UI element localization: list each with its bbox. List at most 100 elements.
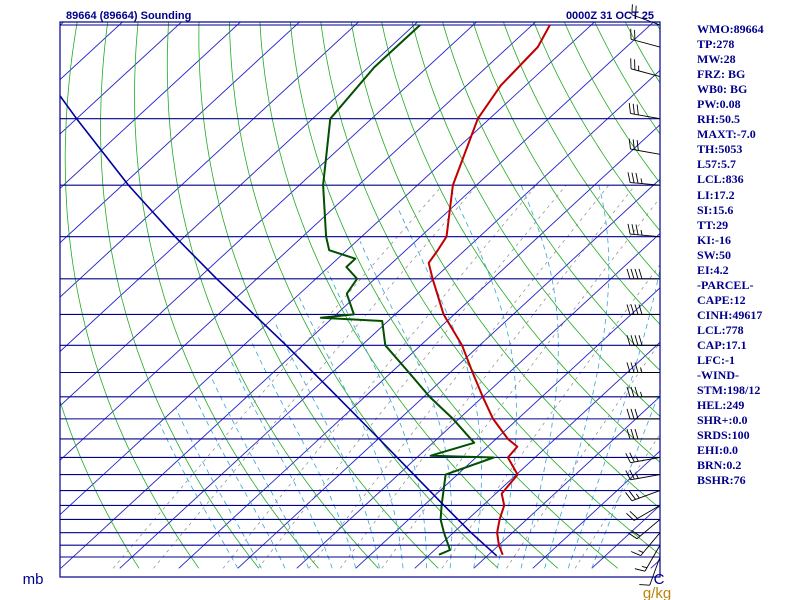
wind-barb-flag [628, 532, 638, 540]
isotherm-line [60, 22, 419, 353]
index-row: SHR+:0.0 [697, 413, 748, 428]
wind-barb-flag [630, 408, 635, 420]
index-row: BSHR:76 [697, 473, 746, 488]
wind-barb-flag [634, 335, 639, 346]
wind-barb-flag [634, 362, 639, 373]
wind-barb-flag [630, 304, 635, 315]
wind-barb [625, 452, 661, 464]
wind-barb [626, 268, 660, 280]
wind-barb-flag [629, 469, 635, 480]
wind-barb [626, 362, 660, 373]
label-layer: 89664 (89664) Sounding 0000Z 31 OCT 25 m… [23, 10, 672, 600]
moist-adiabat-line [250, 339, 357, 569]
moist-adiabat-line [327, 270, 428, 569]
isotherm-line [237, 178, 660, 569]
isotherm-line [60, 22, 596, 516]
wind-barb-half-flag [640, 178, 643, 184]
wind-barb-flag [630, 428, 635, 440]
wind-barb [626, 428, 660, 440]
index-row: EHI:0.0 [697, 443, 739, 458]
wind-barb-flag [631, 4, 633, 15]
wind-barb [630, 58, 661, 77]
wind-barb-flag [630, 386, 635, 397]
chart-title: 89664 (89664) Sounding [66, 10, 191, 22]
mixing-ratio-line [112, 184, 443, 569]
index-row: CINH:49617 [697, 307, 763, 322]
wind-barb-flag [630, 362, 635, 373]
wind-barb-flag [628, 103, 631, 114]
wind-barb-staff [636, 519, 661, 540]
wind-barb-staff [633, 505, 661, 521]
wind-barb-flag [626, 362, 631, 373]
index-row: PW:0.08 [697, 97, 741, 112]
wind-barb-staff [630, 148, 661, 155]
wind-barb-half-flag [640, 229, 643, 236]
index-row: -PARCEL- [697, 277, 754, 292]
wind-barb-half-flag [635, 473, 639, 479]
mixing-ratio-line [381, 197, 660, 569]
index-row: WB0: BG [697, 82, 748, 97]
wind-barb [628, 138, 661, 155]
x-axis-unit-label: C [654, 571, 665, 588]
wind-barb-flag [628, 490, 636, 500]
isotherm-line [532, 450, 660, 569]
isotherm-line [60, 22, 478, 407]
parcel-profile-line [60, 94, 498, 557]
wind-barb-flag [634, 408, 639, 420]
wind-barb [627, 172, 661, 186]
wind-barb-staff [631, 14, 661, 26]
index-row: HEL:249 [697, 398, 745, 413]
wind-barb-half-flag [641, 566, 648, 569]
wind-barb-staff [630, 38, 661, 48]
wind-barb-staff [630, 474, 661, 481]
wind-barb-flag [632, 139, 635, 150]
wind-barb [630, 28, 661, 48]
wind-barb [626, 408, 660, 420]
moist-adiabat-line [567, 267, 660, 569]
index-row: MAXT:-7.0 [697, 127, 756, 142]
index-row: BRN:0.2 [697, 458, 742, 473]
wind-barb-flag [628, 138, 631, 150]
index-row: MW:28 [697, 52, 736, 67]
wind-barb [626, 386, 660, 398]
wind-barb [628, 103, 661, 120]
wind-barb-flag [626, 512, 635, 521]
index-row: TH:5053 [697, 142, 743, 157]
wind-barb-flag [634, 386, 639, 397]
wind-barb-staff [630, 457, 661, 464]
wind-barb-flag [639, 584, 650, 586]
index-row: CAPE:12 [697, 292, 746, 307]
wind-barb [626, 505, 661, 521]
wind-barb-flag [631, 224, 635, 235]
index-row: LCL:836 [697, 172, 744, 187]
wind-barb-flag [638, 268, 643, 279]
wind-barb-flag [626, 268, 631, 279]
moist-adiabat-line [359, 241, 453, 569]
wind-barb-flag [626, 408, 631, 420]
wind-barb [631, 4, 661, 26]
wind-barb-staff [630, 68, 661, 77]
wind-barb-staff [630, 233, 661, 238]
wind-barb-flag [626, 428, 631, 440]
wind-barb [627, 223, 661, 238]
index-row: RH:50.5 [697, 112, 740, 127]
wind-barb-flag [626, 335, 631, 346]
moist-adiabat-line [591, 389, 660, 569]
wind-barb [628, 519, 661, 540]
wind-barb-flag [634, 428, 639, 440]
index-row: SI:15.6 [697, 202, 734, 217]
wind-barb-flag [629, 510, 638, 519]
wind-barb [634, 544, 661, 572]
isotherm-line [355, 287, 660, 569]
wind-barb-flag [636, 140, 639, 151]
isotherm-line [119, 69, 660, 569]
series-layer [60, 24, 551, 557]
dewpoint-profile-line [319, 24, 495, 556]
isotherm-line [60, 22, 301, 244]
wind-barb-flag [625, 453, 631, 463]
wind-barb-flag [627, 223, 631, 235]
wind-barb-staff [630, 113, 661, 120]
wind-barb-flag [636, 104, 639, 115]
moist-adiabat-line [211, 377, 309, 569]
